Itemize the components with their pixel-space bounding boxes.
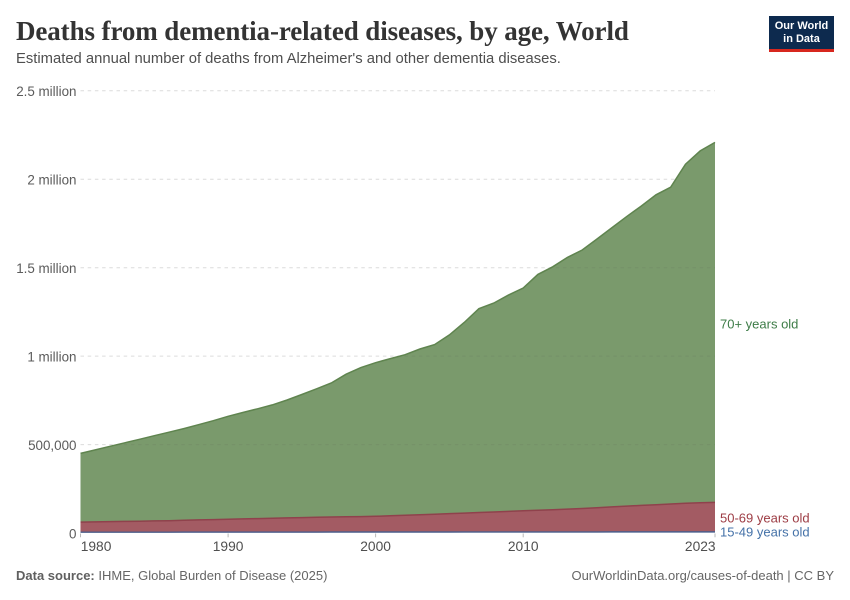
- svg-text:1990: 1990: [213, 539, 244, 554]
- svg-text:1 million: 1 million: [27, 349, 76, 364]
- svg-text:500,000: 500,000: [28, 438, 76, 453]
- svg-text:2023: 2023: [685, 539, 716, 554]
- svg-text:2000: 2000: [360, 539, 391, 554]
- svg-text:50-69 years old: 50-69 years old: [720, 510, 810, 525]
- svg-text:2010: 2010: [508, 539, 539, 554]
- svg-text:0: 0: [69, 526, 76, 541]
- svg-text:2.5 million: 2.5 million: [16, 84, 76, 99]
- svg-text:1.5 million: 1.5 million: [16, 261, 76, 276]
- svg-text:2 million: 2 million: [27, 173, 76, 188]
- svg-text:15-49 years old: 15-49 years old: [720, 525, 810, 540]
- svg-text:70+ years old: 70+ years old: [720, 317, 798, 332]
- svg-text:1980: 1980: [81, 539, 112, 554]
